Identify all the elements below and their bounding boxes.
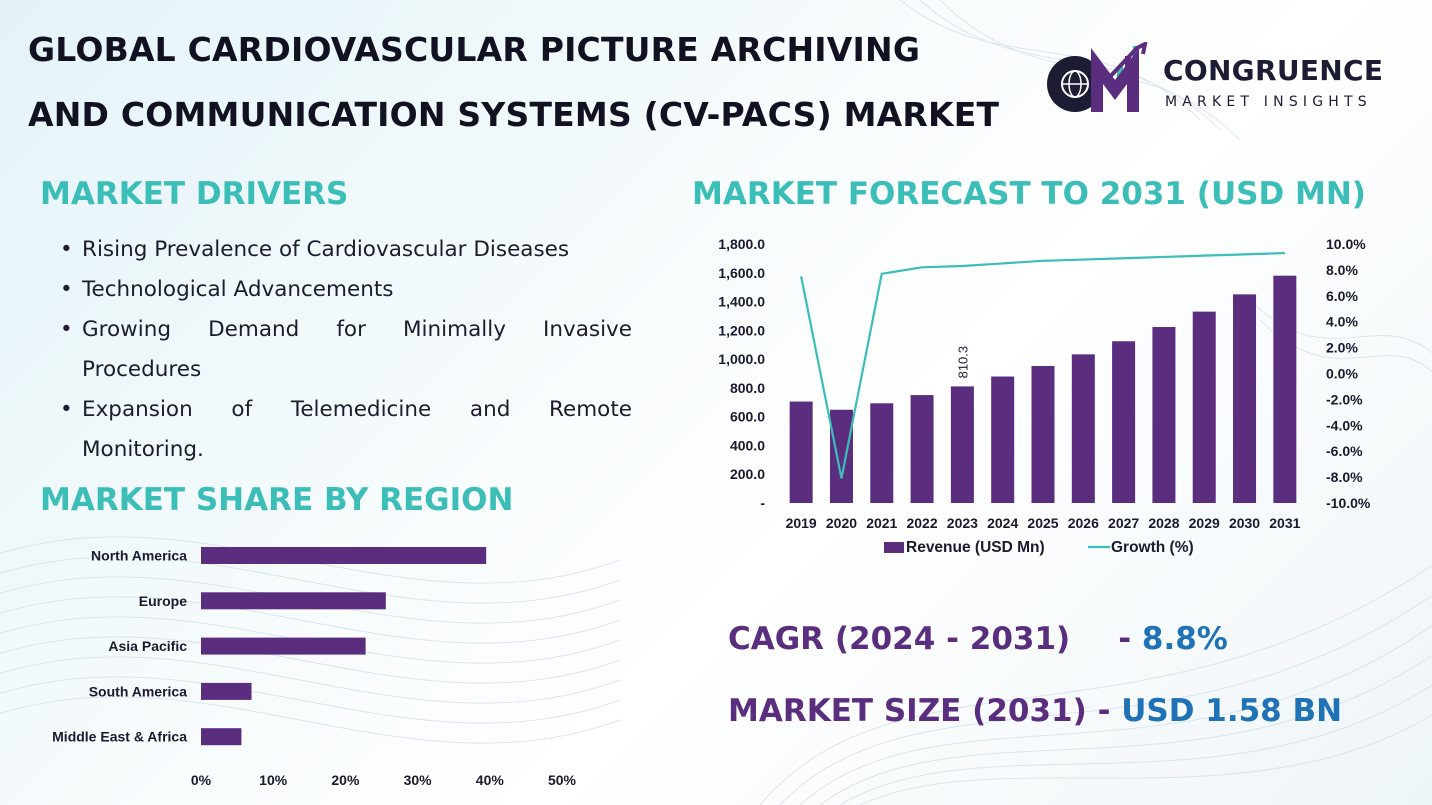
revenue-bar <box>1273 275 1297 503</box>
forecast-x-tick-label: 2024 <box>987 515 1018 531</box>
driver-item: Expansion of Telemedicine and Remote Mon… <box>58 390 632 470</box>
region-x-tick-label: 10% <box>259 772 288 788</box>
region-bar <box>201 547 487 564</box>
forecast-left-tick-label: 800.0 <box>730 380 765 396</box>
market-size-separator: - <box>1086 693 1122 729</box>
market-share-heading: MARKET SHARE BY REGION <box>40 482 514 518</box>
market-drivers-list: Rising Prevalence of Cardiovascular Dise… <box>58 230 632 470</box>
revenue-bar <box>870 403 894 503</box>
forecast-right-tick-label: -6.0% <box>1326 443 1363 459</box>
region-x-tick-label: 0% <box>191 772 212 788</box>
forecast-right-tick-label: -10.0% <box>1326 495 1371 511</box>
revenue-bar <box>910 395 934 503</box>
region-bar-chart-svg: North America Europe Asia Pacific South Ame… <box>52 547 577 788</box>
forecast-x-tick-label: 2030 <box>1229 515 1260 531</box>
forecast-x-tick-label: 2029 <box>1189 515 1220 531</box>
forecast-right-tick-label: 2.0% <box>1326 340 1358 356</box>
forecast-right-tick-label: 0.0% <box>1326 366 1358 382</box>
forecast-right-tick-label: 10.0% <box>1326 236 1366 252</box>
revenue-bar <box>1112 341 1136 503</box>
region-category-label: Middle East & Africa <box>52 729 187 745</box>
forecast-combo-chart-svg: - 200.0 400.0 600.0 800.0 1,000.0 1,200.0 1,400… <box>718 236 1371 556</box>
revenue-bar <box>1152 327 1176 503</box>
forecast-x-tick-label: 2027 <box>1108 515 1139 531</box>
forecast-right-tick-label: 4.0% <box>1326 314 1358 330</box>
revenue-bar <box>829 409 853 503</box>
revenue-bar <box>1071 354 1095 503</box>
company-logo: CONGRUENCE MARKET INSIGHTS <box>1045 42 1395 116</box>
forecast-x-tick-label: 2019 <box>786 515 817 531</box>
driver-item: Technological Advancements <box>58 270 632 310</box>
region-x-tick-label: 20% <box>331 772 360 788</box>
forecast-right-tick-label: -8.0% <box>1326 469 1363 485</box>
forecast-left-tick-label: 400.0 <box>730 437 765 453</box>
cagr-stat: CAGR (2024 - 2031) - 8.8% <box>728 621 1228 657</box>
market-size-stat: MARKET SIZE (2031) - USD 1.58 BN <box>728 693 1342 729</box>
market-size-label: MARKET SIZE (2031) <box>728 693 1087 729</box>
legend-revenue-swatch <box>884 542 904 553</box>
forecast-x-tick-label: 2022 <box>906 515 937 531</box>
forecast-right-tick-label: 8.0% <box>1326 262 1358 278</box>
region-x-tick-label: 40% <box>476 772 505 788</box>
region-category-label: North America <box>91 548 187 564</box>
page-title-line-1: GLOBAL CARDIOVASCULAR PICTURE ARCHIVING <box>28 30 921 69</box>
forecast-x-tick-label: 2025 <box>1027 515 1058 531</box>
region-bar <box>201 728 242 746</box>
forecast-left-tick-label: 1,000.0 <box>718 351 765 367</box>
forecast-x-tick-label: 2031 <box>1269 515 1300 531</box>
forecast-x-tick-label: 2026 <box>1068 515 1099 531</box>
forecast-x-tick-label: 2021 <box>866 515 897 531</box>
forecast-left-tick-label: - <box>760 495 765 511</box>
legend-growth-label: Growth (%) <box>1111 539 1194 556</box>
region-x-tick-label: 30% <box>404 772 433 788</box>
legend-revenue-label: Revenue (USD Mn) <box>906 539 1045 556</box>
forecast-left-tick-label: 1,400.0 <box>718 294 765 310</box>
forecast-right-tick-label: -4.0% <box>1326 417 1363 433</box>
forecast-x-tick-label: 2023 <box>947 515 978 531</box>
region-x-tick-label: 50% <box>548 772 577 788</box>
page-title-line-2: AND COMMUNICATION SYSTEMS (CV-PACS) MARK… <box>28 95 1000 134</box>
forecast-left-tick-label: 1,600.0 <box>718 265 765 281</box>
revenue-bar <box>1031 366 1055 503</box>
forecast-left-tick-label: 200.0 <box>730 466 765 482</box>
forecast-left-tick-label: 1,800.0 <box>718 236 765 252</box>
revenue-data-label: 810.3 <box>955 346 970 379</box>
market-drivers-heading: MARKET DRIVERS <box>40 176 349 212</box>
region-category-label: Europe <box>139 593 187 609</box>
cagr-separator: - <box>1118 621 1142 657</box>
market-size-value: USD 1.58 BN <box>1121 693 1343 729</box>
cagr-label: CAGR (2024 - 2031) <box>728 621 1071 657</box>
region-category-label: Asia Pacific <box>108 638 187 654</box>
driver-item: Growing Demand for Minimally Invasive Pr… <box>58 310 632 390</box>
forecast-x-tick-label: 2020 <box>826 515 857 531</box>
revenue-bar <box>991 376 1015 503</box>
forecast-left-tick-label: 1,200.0 <box>718 322 765 338</box>
region-category-label: South America <box>89 683 187 699</box>
logo-mark-icon <box>1047 42 1148 112</box>
revenue-bar <box>950 386 974 503</box>
logo-tagline: MARKET INSIGHTS <box>1165 94 1372 110</box>
region-bar <box>201 682 252 700</box>
forecast-right-tick-label: 6.0% <box>1326 288 1358 304</box>
cagr-value: 8.8% <box>1141 621 1228 657</box>
revenue-bar <box>1192 311 1216 503</box>
market-forecast-heading: MARKET FORECAST TO 2031 (USD MN) <box>692 176 1366 212</box>
region-bar <box>201 637 366 655</box>
revenue-bar <box>1233 294 1257 503</box>
forecast-x-tick-label: 2028 <box>1148 515 1179 531</box>
revenue-bar <box>789 401 813 503</box>
driver-item: Rising Prevalence of Cardiovascular Dise… <box>58 230 632 270</box>
forecast-left-tick-label: 600.0 <box>730 409 765 425</box>
region-bar <box>201 592 386 610</box>
logo-company-name: CONGRUENCE <box>1163 54 1384 87</box>
forecast-right-tick-label: -2.0% <box>1326 391 1363 407</box>
